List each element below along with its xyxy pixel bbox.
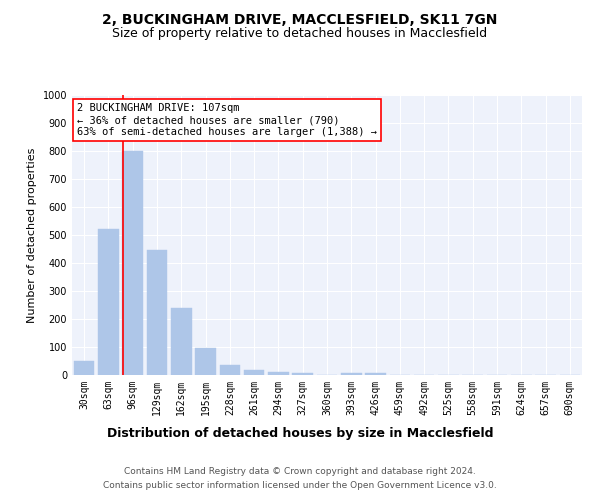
- Text: 2 BUCKINGHAM DRIVE: 107sqm
← 36% of detached houses are smaller (790)
63% of sem: 2 BUCKINGHAM DRIVE: 107sqm ← 36% of deta…: [77, 104, 377, 136]
- Bar: [268, 372, 289, 375]
- Bar: [74, 361, 94, 375]
- Y-axis label: Number of detached properties: Number of detached properties: [27, 148, 37, 322]
- Bar: [171, 308, 191, 375]
- Text: 2, BUCKINGHAM DRIVE, MACCLESFIELD, SK11 7GN: 2, BUCKINGHAM DRIVE, MACCLESFIELD, SK11 …: [103, 12, 497, 26]
- Text: Size of property relative to detached houses in Macclesfield: Size of property relative to detached ho…: [112, 28, 488, 40]
- Bar: [146, 250, 167, 375]
- Bar: [244, 370, 265, 375]
- Text: Distribution of detached houses by size in Macclesfield: Distribution of detached houses by size …: [107, 428, 493, 440]
- Bar: [122, 151, 143, 375]
- Bar: [98, 230, 119, 375]
- Text: Contains public sector information licensed under the Open Government Licence v3: Contains public sector information licen…: [103, 481, 497, 490]
- Bar: [365, 373, 386, 375]
- Bar: [341, 373, 362, 375]
- Bar: [195, 348, 216, 375]
- Bar: [220, 365, 240, 375]
- Bar: [292, 373, 313, 375]
- Text: Contains HM Land Registry data © Crown copyright and database right 2024.: Contains HM Land Registry data © Crown c…: [124, 468, 476, 476]
